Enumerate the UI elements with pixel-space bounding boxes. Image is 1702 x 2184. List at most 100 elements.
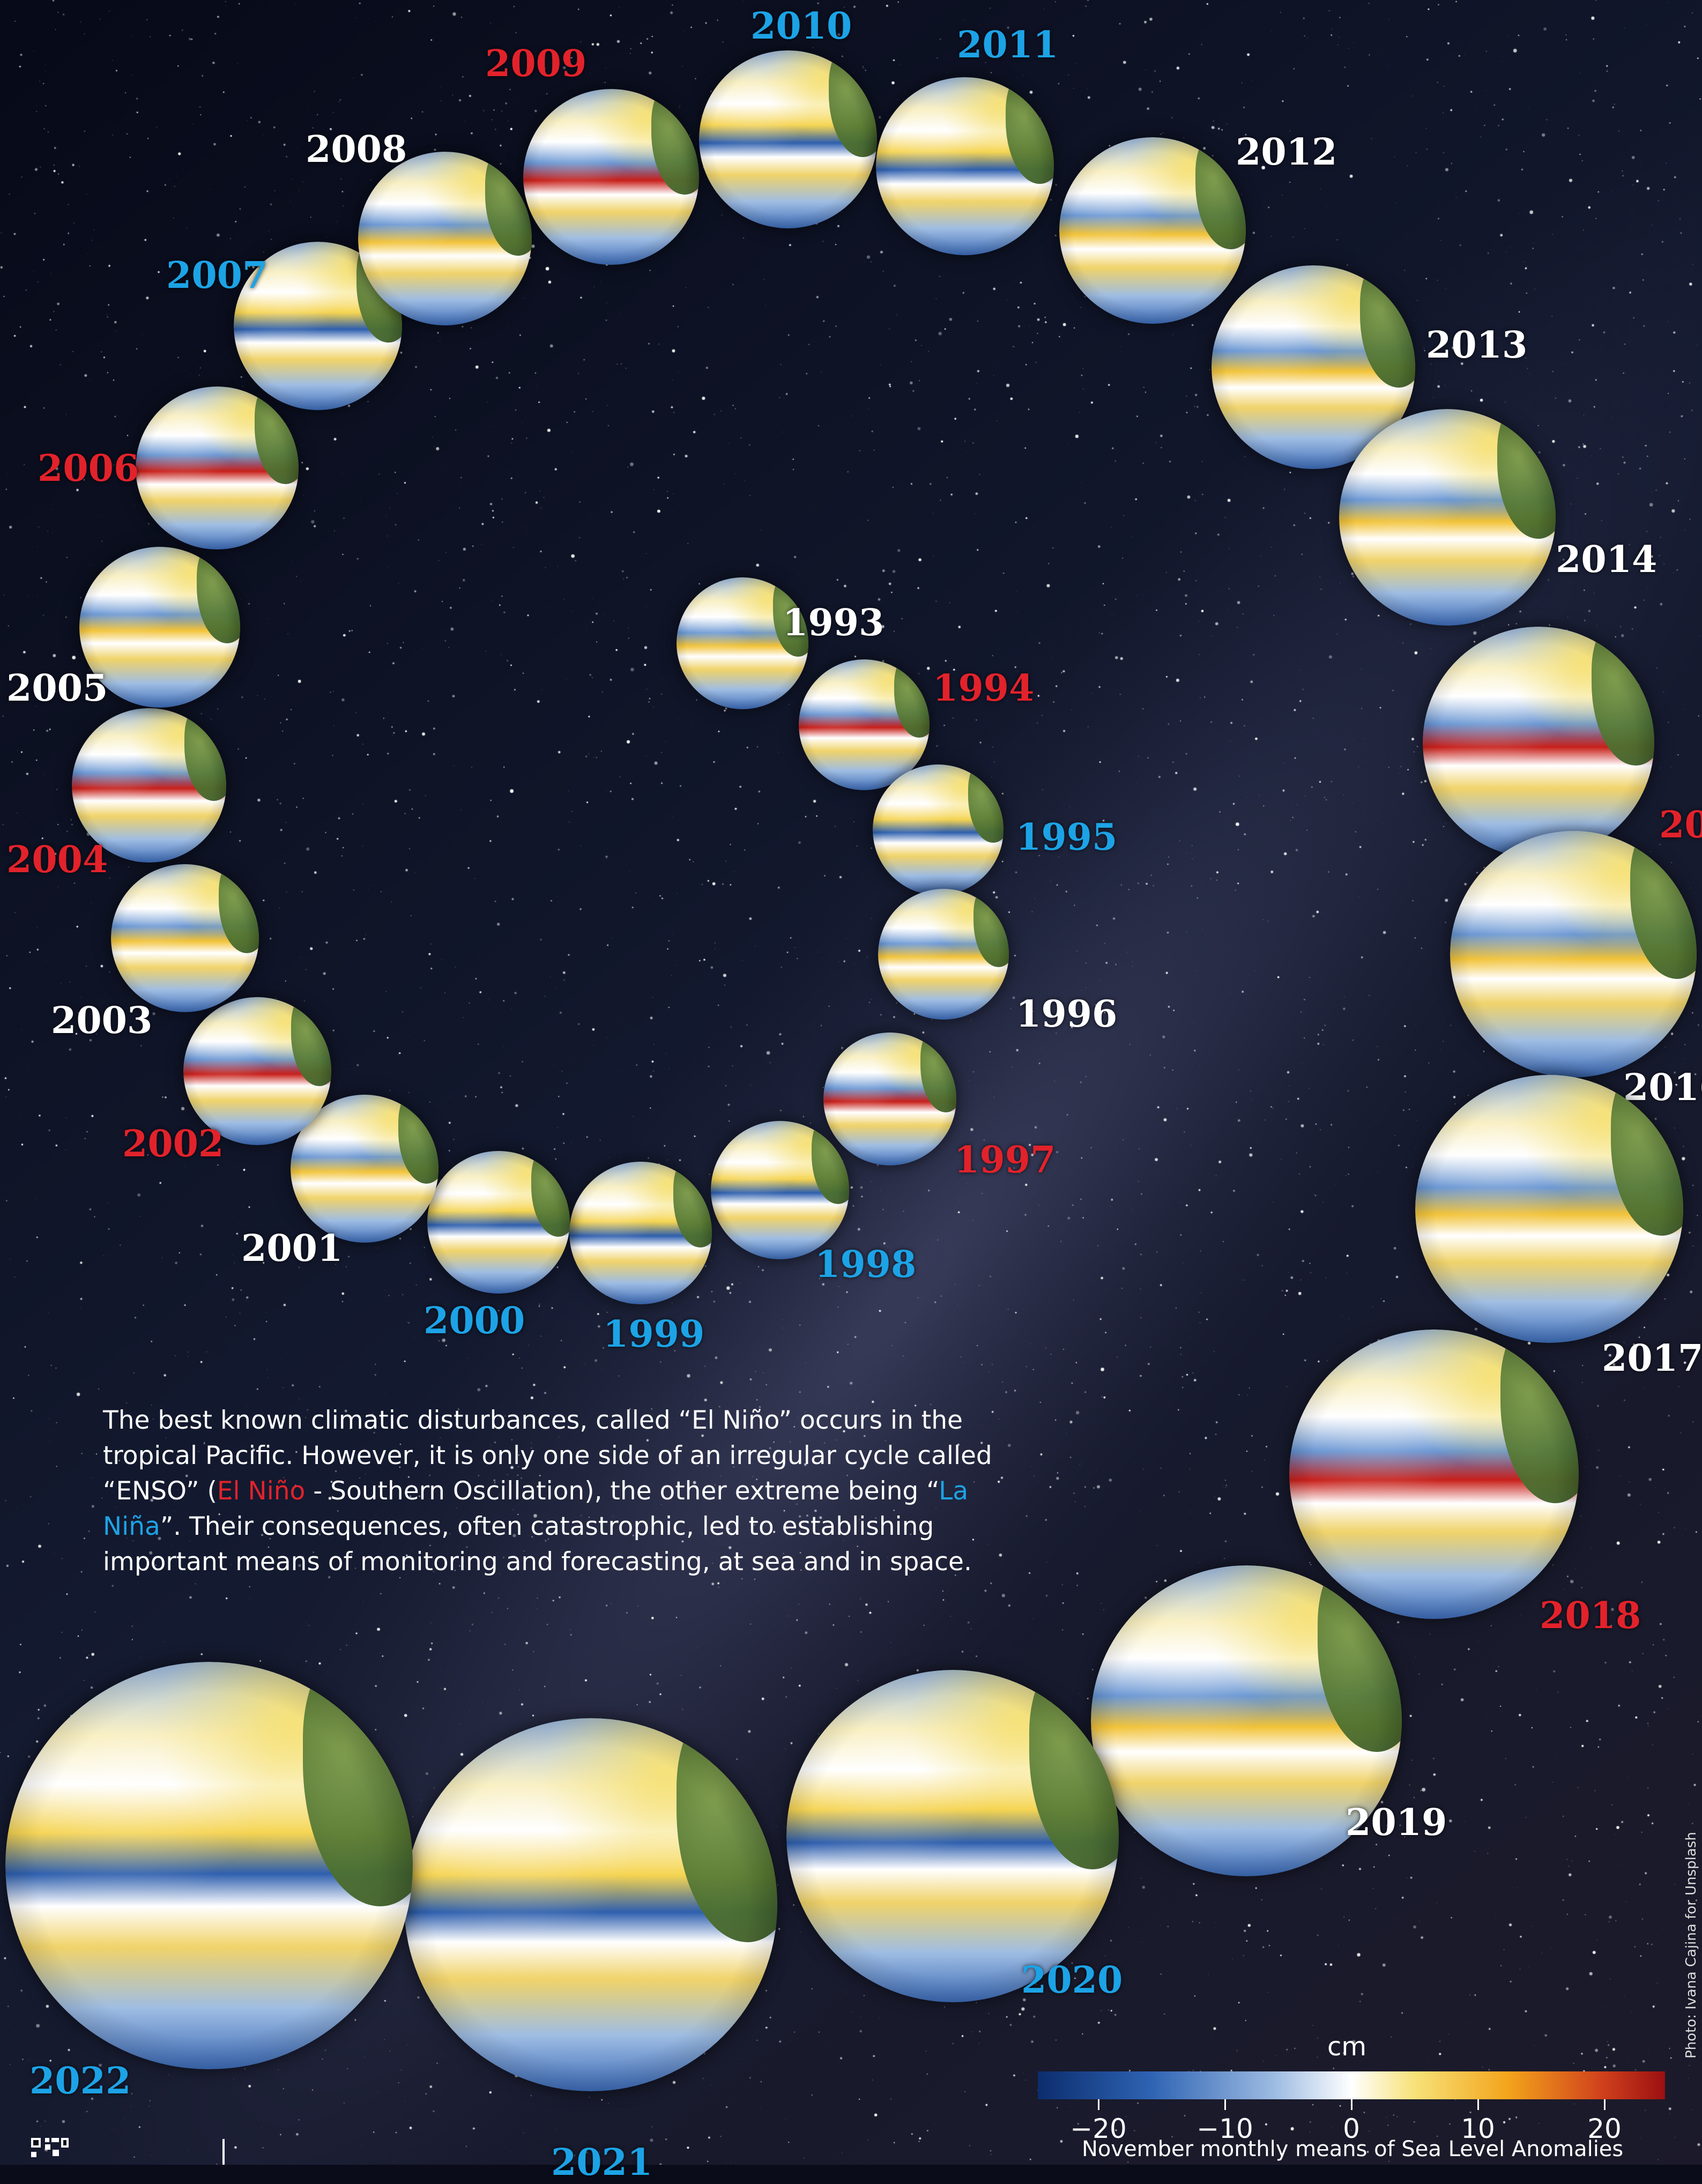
globe-shading xyxy=(1091,1565,1402,1876)
globe-1995 xyxy=(873,764,1004,895)
globe-shading xyxy=(699,50,877,228)
colorbar-unit: cm xyxy=(1327,2032,1367,2062)
year-label-2008: 2008 xyxy=(306,128,407,171)
globe-2002 xyxy=(183,997,331,1145)
globe-2008 xyxy=(358,152,532,325)
colorbar-tick xyxy=(1224,2099,1226,2110)
globe-2011 xyxy=(876,77,1054,255)
year-label-2005: 2005 xyxy=(6,667,108,710)
globe-2017 xyxy=(1415,1075,1683,1343)
globe-2004 xyxy=(72,708,226,863)
year-label-2020: 2020 xyxy=(1021,1959,1123,2002)
globe-shading xyxy=(136,387,299,549)
colorbar-tick xyxy=(1604,2099,1606,2110)
colorbar-tick-label: 10 xyxy=(1461,2113,1495,2144)
globe-1996 xyxy=(878,889,1009,1020)
year-label-1996: 1996 xyxy=(1016,993,1118,1036)
intro-part-3: ”. Their consequences, often catastrophi… xyxy=(103,1512,972,1577)
year-label-2021: 2021 xyxy=(551,2141,653,2184)
globe-shading xyxy=(79,547,240,708)
globe-shading xyxy=(878,889,1009,1020)
colorbar-tick-label: −20 xyxy=(1070,2113,1127,2144)
colorbar-tick-label: 20 xyxy=(1587,2113,1622,2144)
year-label-2006: 2006 xyxy=(38,447,139,490)
colorbar-tick-label: −10 xyxy=(1196,2113,1253,2144)
globe-shading xyxy=(1339,409,1556,626)
year-label-2017: 2017 xyxy=(1602,1337,1702,1380)
globe-shading xyxy=(569,1162,712,1304)
colorbar-tick-label: 0 xyxy=(1343,2113,1360,2144)
year-label-2012: 2012 xyxy=(1236,131,1337,174)
globe-2019 xyxy=(1091,1565,1402,1876)
year-label-2004: 2004 xyxy=(6,838,108,881)
globe-shading xyxy=(523,89,699,265)
year-label-2014: 2014 xyxy=(1556,538,1658,581)
colorbar-caption: November monthly means of Sea Level Anom… xyxy=(1082,2137,1624,2161)
globe-shading xyxy=(111,864,259,1012)
year-label-1998: 1998 xyxy=(815,1243,917,1286)
globe-shading xyxy=(1415,1075,1683,1343)
globe-1997 xyxy=(823,1032,956,1165)
colorbar-legend: cm −20 −10 0 10 20 November monthly mean… xyxy=(1038,2032,1670,2165)
year-label-2013: 2013 xyxy=(1426,324,1528,367)
year-label-2019: 2019 xyxy=(1346,1801,1447,1844)
globe-shading xyxy=(291,1095,438,1243)
year-label-1995: 1995 xyxy=(1016,816,1118,859)
colorbar-gradient xyxy=(1038,2071,1665,2099)
globe-2014 xyxy=(1339,409,1556,626)
colorbar-tick xyxy=(1477,2099,1479,2110)
globe-shading xyxy=(799,659,930,790)
year-label-2002: 2002 xyxy=(122,1123,224,1165)
intro-la-nina: La Niña xyxy=(103,1476,969,1541)
year-label-1999: 1999 xyxy=(603,1313,705,1356)
year-label-1993: 1993 xyxy=(783,601,885,644)
globe-2000 xyxy=(427,1151,570,1294)
intro-part-2: - Southern Oscillation), the other extre… xyxy=(305,1476,939,1506)
globe-2009 xyxy=(523,89,699,265)
globe-shading xyxy=(72,708,226,863)
globe-shading xyxy=(711,1121,849,1259)
intro-el-nino: El Niño xyxy=(217,1476,306,1506)
globe-2003 xyxy=(111,864,259,1012)
photo-credit: Photo: Ivana Cajina for Unsplash xyxy=(1683,1832,1699,2059)
globe-shading xyxy=(404,1718,777,2091)
globe-shading xyxy=(873,764,1004,895)
year-label-1997: 1997 xyxy=(954,1139,1056,1182)
globe-shading xyxy=(876,77,1054,255)
year-label-2018: 2018 xyxy=(1540,1594,1641,1637)
globe-2006 xyxy=(136,387,299,549)
globe-2015 xyxy=(1423,627,1654,858)
globe-2021 xyxy=(404,1718,777,2091)
colorbar-tick xyxy=(1351,2099,1352,2110)
year-label-2011: 2011 xyxy=(957,24,1059,66)
intro-text: The best known climatic disturbances, ca… xyxy=(103,1403,1014,1580)
year-label-1994: 1994 xyxy=(933,667,1035,710)
globe-shading xyxy=(427,1151,570,1294)
globe-2012 xyxy=(1059,137,1246,324)
globe-2022 xyxy=(5,1662,413,2069)
year-label-2022: 2022 xyxy=(29,2060,131,2103)
globe-shading xyxy=(358,152,532,325)
globe-2016 xyxy=(1450,831,1697,1078)
globe-2020 xyxy=(786,1670,1119,2002)
qr-code-icon xyxy=(31,2138,69,2157)
year-label-2009: 2009 xyxy=(485,42,587,85)
year-label-2000: 2000 xyxy=(423,1299,525,1342)
globe-shading xyxy=(1423,627,1654,858)
globe-1994 xyxy=(799,659,930,790)
globe-2001 xyxy=(291,1095,438,1243)
globe-shading xyxy=(786,1670,1119,2002)
globe-shading xyxy=(183,997,331,1145)
year-label-2010: 2010 xyxy=(750,5,852,48)
globe-shading xyxy=(1059,137,1246,324)
year-label-2007: 2007 xyxy=(166,254,268,297)
globe-1999 xyxy=(569,1162,712,1304)
globe-1998 xyxy=(711,1121,849,1259)
intro-part-1: The best known climatic disturbances, ca… xyxy=(103,1406,992,1506)
globe-2005 xyxy=(79,547,240,708)
globe-2010 xyxy=(699,50,877,228)
globe-shading xyxy=(677,577,808,709)
globe-shading xyxy=(5,1662,413,2069)
year-label-2001: 2001 xyxy=(241,1227,343,1270)
